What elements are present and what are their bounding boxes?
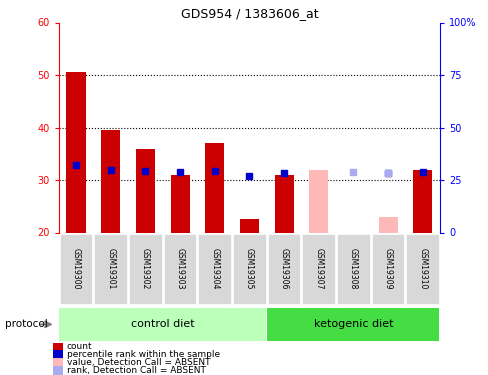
Text: ketogenic diet: ketogenic diet xyxy=(313,319,392,328)
FancyBboxPatch shape xyxy=(371,234,404,304)
Bar xyxy=(53,358,63,368)
Bar xyxy=(170,175,189,232)
Text: GSM19301: GSM19301 xyxy=(106,248,115,290)
Text: count: count xyxy=(67,342,92,351)
Text: GSM19307: GSM19307 xyxy=(314,248,323,290)
Text: GSM19303: GSM19303 xyxy=(175,248,184,290)
Bar xyxy=(136,148,155,232)
Text: GSM19306: GSM19306 xyxy=(279,248,288,290)
FancyBboxPatch shape xyxy=(233,234,265,304)
FancyBboxPatch shape xyxy=(129,234,162,304)
Text: GSM19309: GSM19309 xyxy=(383,248,392,290)
Text: GSM19304: GSM19304 xyxy=(210,248,219,290)
FancyBboxPatch shape xyxy=(336,234,369,304)
Bar xyxy=(66,72,85,232)
Text: protocol: protocol xyxy=(5,320,47,329)
FancyBboxPatch shape xyxy=(60,234,92,304)
Bar xyxy=(412,170,431,232)
Text: GSM19300: GSM19300 xyxy=(71,248,81,290)
FancyBboxPatch shape xyxy=(94,234,127,304)
FancyBboxPatch shape xyxy=(59,308,265,341)
FancyBboxPatch shape xyxy=(163,234,196,304)
Bar xyxy=(53,342,63,352)
Bar xyxy=(205,143,224,232)
Bar xyxy=(53,350,63,360)
Text: control diet: control diet xyxy=(131,319,194,328)
Text: percentile rank within the sample: percentile rank within the sample xyxy=(67,350,220,359)
Text: rank, Detection Call = ABSENT: rank, Detection Call = ABSENT xyxy=(67,366,205,375)
Bar xyxy=(53,366,63,375)
Title: GDS954 / 1383606_at: GDS954 / 1383606_at xyxy=(180,7,318,20)
Text: value, Detection Call = ABSENT: value, Detection Call = ABSENT xyxy=(67,358,210,368)
FancyBboxPatch shape xyxy=(267,234,300,304)
Bar xyxy=(274,175,293,232)
Bar xyxy=(101,130,120,232)
FancyBboxPatch shape xyxy=(406,234,438,304)
FancyBboxPatch shape xyxy=(198,234,230,304)
Text: GSM19308: GSM19308 xyxy=(348,248,357,290)
FancyBboxPatch shape xyxy=(267,308,439,341)
Bar xyxy=(378,217,397,232)
Text: GSM19305: GSM19305 xyxy=(244,248,253,290)
Text: GSM19302: GSM19302 xyxy=(141,248,149,290)
FancyBboxPatch shape xyxy=(302,234,334,304)
Bar xyxy=(308,170,327,232)
Bar xyxy=(239,219,259,232)
Text: GSM19310: GSM19310 xyxy=(417,248,427,290)
